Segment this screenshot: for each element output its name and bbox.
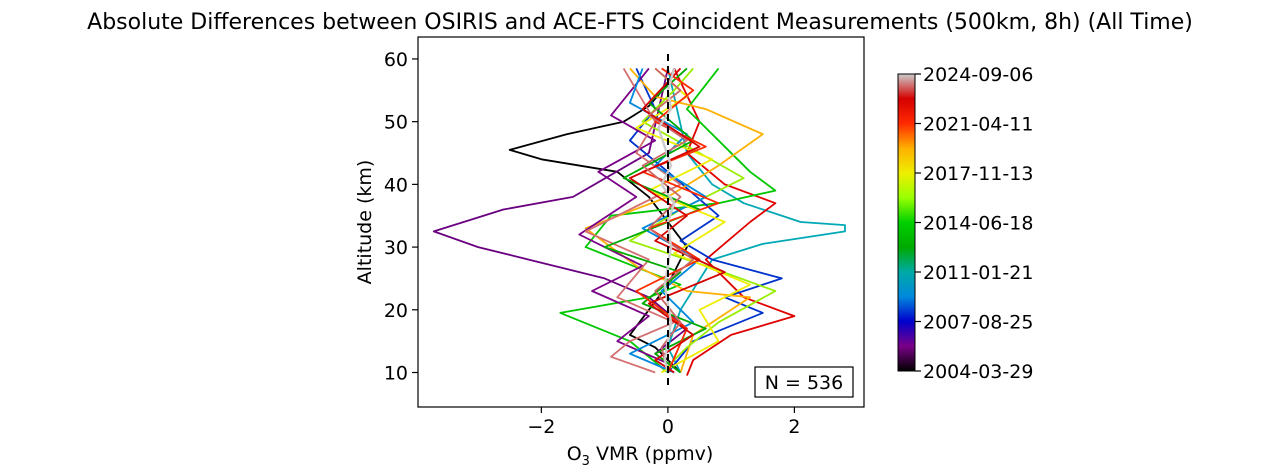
sample-count-frame [754, 366, 854, 398]
series-line-7 [584, 67, 764, 373]
y-tick-label: 40 [384, 174, 408, 196]
sample-count-label: N = 536 [765, 372, 843, 394]
series-line-1 [508, 68, 688, 374]
sample-count-box: N = 536 [754, 366, 854, 398]
series-line-16 [641, 67, 695, 373]
colorbar-tick-label: 2024-09-06 [923, 64, 1033, 86]
x-tick-label: −2 [527, 416, 555, 438]
series-line-15 [629, 67, 726, 374]
colorbar-tick-label: 2004-03-29 [923, 361, 1033, 383]
plot-frame [417, 36, 865, 408]
colorbar-gradient [897, 73, 916, 372]
series-line-2 [432, 68, 688, 374]
y-tick-label: 60 [384, 49, 408, 71]
series-line-6 [629, 68, 783, 374]
colorbar-tick-label: 2007-08-25 [923, 312, 1033, 334]
y-axis: 10 20 30 40 50 60 [384, 49, 418, 385]
colorbar: 2004-03-29 2007-08-25 2011-01-21 2014-06-18… [897, 64, 1033, 383]
colorbar-tick-label: 2011-01-21 [923, 262, 1033, 284]
x-axis: −2 0 2 [527, 407, 800, 438]
colorbar-ticks: 2004-03-29 2007-08-25 2011-01-21 2014-06-18… [915, 64, 1033, 383]
series-line-9 [578, 67, 675, 368]
colorbar-tick-label: 2014-06-18 [923, 213, 1033, 235]
series-layer [432, 67, 846, 376]
x-tick-label: 2 [788, 416, 800, 438]
x-axis-label-main: O [567, 443, 582, 465]
y-tick-label: 50 [384, 112, 408, 134]
x-axis-label-rest: VMR (ppmv) [590, 443, 713, 465]
x-axis-label: O3 VMR (ppmv) [567, 443, 714, 469]
y-tick-label: 30 [384, 237, 408, 259]
colorbar-tick-label: 2021-04-11 [923, 114, 1033, 136]
y-tick-label: 10 [384, 363, 408, 385]
x-axis-label-subscript: 3 [582, 454, 590, 469]
series-line-5 [559, 67, 777, 374]
series-line-14 [635, 67, 720, 373]
series-line-10 [584, 67, 682, 374]
y-axis-label: Altitude (km) [354, 160, 376, 285]
colorbar-tick-label: 2017-11-13 [923, 163, 1033, 185]
x-tick-label: 0 [662, 416, 674, 438]
chart-title: Absolute Differences between OSIRIS and … [87, 10, 1193, 35]
y-tick-label: 20 [384, 300, 408, 322]
series-line-3 [667, 68, 846, 373]
